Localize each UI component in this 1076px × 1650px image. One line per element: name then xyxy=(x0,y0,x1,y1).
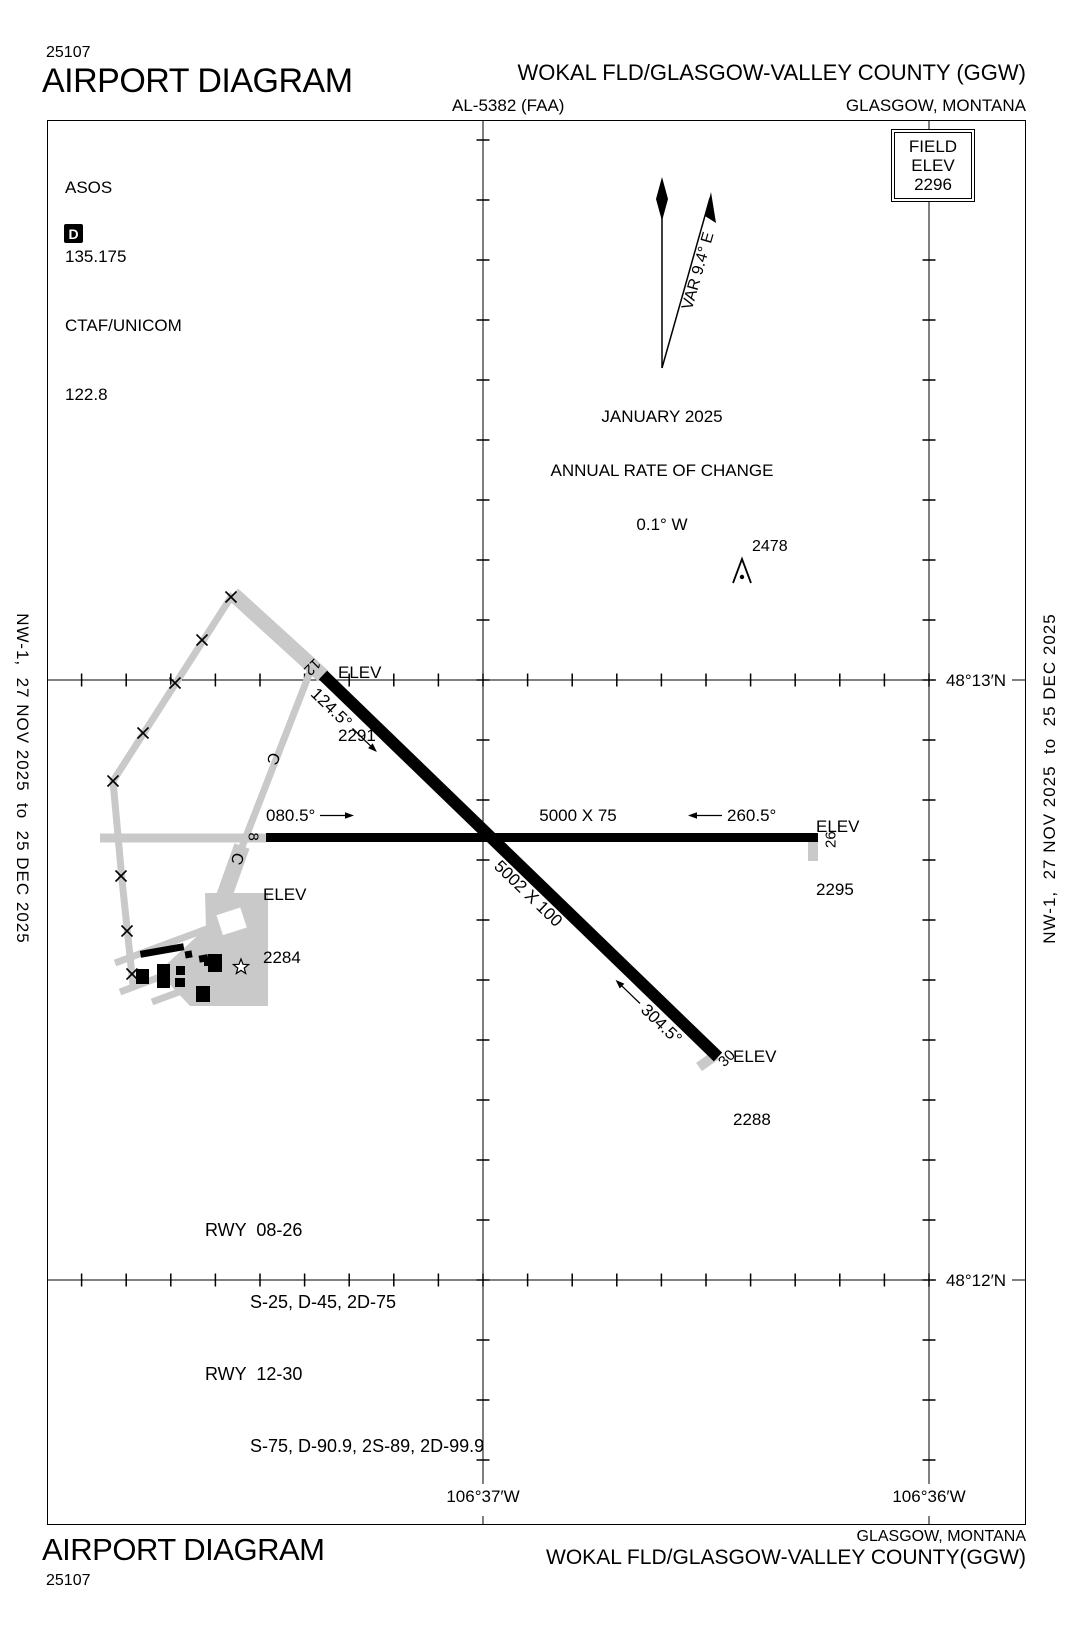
chart-border xyxy=(47,120,1026,1525)
ctaf-frequency: 122.8 xyxy=(65,385,108,404)
heading-arrow-icon xyxy=(320,812,355,820)
header-chart-ref: AL-5382 (FAA) xyxy=(452,96,565,115)
latitude-label-north: 48°13′N xyxy=(945,671,1007,690)
graticule-lines xyxy=(47,120,1026,1525)
runway26-stub xyxy=(808,842,818,861)
header-city: GLASGOW, MONTANA xyxy=(845,96,1026,115)
rwy1230-capacities: S-75, D-90.9, 2S-89, 2D-99.9 xyxy=(250,1436,485,1456)
elev-label: ELEV xyxy=(338,663,382,682)
elev-label: ELEV xyxy=(263,885,307,904)
runway08-heading-label: 080.5° xyxy=(266,806,355,826)
field-elev-box-inner: FIELD ELEV 2296 xyxy=(894,132,972,199)
variation-date-block: JANUARY 2025 ANNUAL RATE OF CHANGE 0.1° … xyxy=(542,372,782,570)
rwy0826-label: RWY 08-26 xyxy=(205,1220,303,1240)
runway12-heading-label: 124.5° xyxy=(307,684,384,759)
runway12-elevation: ELEV 2291 xyxy=(338,620,381,788)
obstruction-icon xyxy=(732,556,752,584)
obstruction-elevation: 2478 xyxy=(752,538,788,555)
taxiway-runway12-leadin xyxy=(227,588,329,682)
rwy0826-capacities: S-25, D-45, 2D-75 xyxy=(250,1292,397,1312)
annual-rate-label: ANNUAL RATE OF CHANGE xyxy=(550,461,774,480)
rwy1230-label: RWY 12-30 xyxy=(205,1364,303,1384)
elev-value: 2288 xyxy=(733,1110,771,1129)
runway08-heading-value: 080.5° xyxy=(266,806,316,825)
latitude-label-south: 48°12′N xyxy=(945,1271,1007,1290)
footer-airport-name: WOKAL FLD/GLASGOW-VALLEY COUNTY(GGW) xyxy=(546,1546,1026,1569)
runway26-elevation: ELEV 2295 xyxy=(816,774,859,942)
boxed-d-icon: D xyxy=(64,224,83,243)
elev-label: ELEV xyxy=(816,817,860,836)
frequency-block: ASOS 135.175 CTAF/UNICOM 122.8 xyxy=(65,130,182,452)
elev-value: 2291 xyxy=(338,726,376,745)
north-arrow-icon xyxy=(656,177,716,369)
heading-arrow-icon xyxy=(688,812,722,820)
annual-rate-value: 0.1° W xyxy=(636,515,688,534)
heading-arrow-icon xyxy=(615,980,641,1005)
elev-value: 2295 xyxy=(816,880,854,899)
runway-data-block: RWY 08-26 S-25, D-45, 2D-75 RWY 12-30 S-… xyxy=(205,1170,484,1506)
field-elev-line1: FIELD xyxy=(908,137,958,156)
ctaf-label: CTAF/UNICOM xyxy=(65,316,182,335)
heading-arrow-icon xyxy=(352,728,377,753)
beacon-star-icon xyxy=(231,957,251,975)
variation-date: JANUARY 2025 xyxy=(601,407,723,426)
footer-chart-number: 25107 xyxy=(46,1572,91,1589)
header-airport-name: WOKAL FLD/GLASGOW-VALLEY COUNTY (GGW) xyxy=(517,60,1026,85)
footer-city: GLASGOW, MONTANA xyxy=(856,1528,1027,1545)
asos-frequency: 135.175 xyxy=(65,247,127,266)
runways xyxy=(266,670,818,1062)
runway26-heading-label: 260.5° xyxy=(688,806,776,826)
footer-page-title: AIRPORT DIAGRAM xyxy=(42,1532,325,1567)
runway30-heading-label: 304.5° xyxy=(609,973,686,1048)
runway30-elevation: ELEV 2288 xyxy=(733,1004,776,1172)
elev-value: 2284 xyxy=(263,948,301,967)
closed-taxiway-x-marks xyxy=(106,590,238,981)
elev-label: ELEV xyxy=(733,1047,777,1066)
runway-0826-dimensions: 5000 X 75 xyxy=(539,806,617,825)
apron-arm xyxy=(214,843,250,905)
longitude-label-west: 106°37′W xyxy=(446,1487,520,1506)
header-chart-number: 25107 xyxy=(46,44,91,61)
runway-12-30 xyxy=(318,670,723,1062)
header-page-title: AIRPORT DIAGRAM xyxy=(42,62,353,100)
field-elev-box: FIELD ELEV 2296 xyxy=(891,129,975,202)
runway8-elevation: ELEV 2284 xyxy=(263,842,306,1010)
runway26-heading-value: 260.5° xyxy=(727,806,777,825)
buildings xyxy=(136,943,222,1002)
field-elev-line2: ELEV xyxy=(911,156,955,175)
longitude-label-east: 106°36′W xyxy=(892,1487,966,1506)
asos-label: ASOS xyxy=(65,178,113,197)
apron-notch xyxy=(216,907,247,936)
field-elev-value: 2296 xyxy=(914,175,952,194)
runway8-number: 8 xyxy=(244,832,262,841)
